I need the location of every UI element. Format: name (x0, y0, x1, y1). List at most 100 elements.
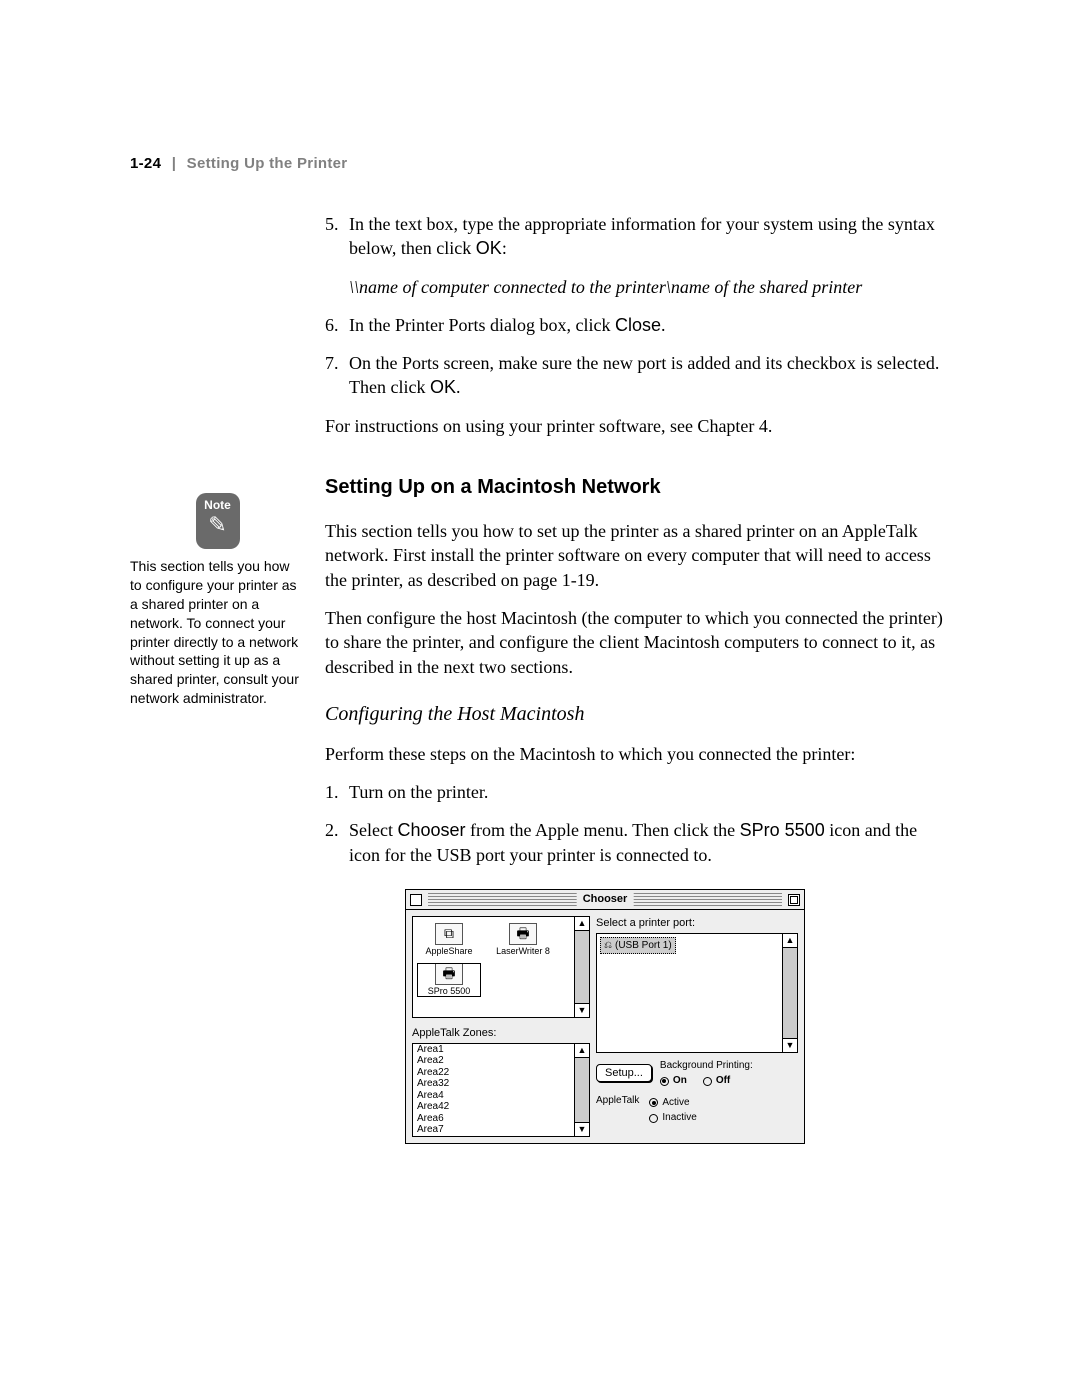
zones-scrollbar[interactable]: ▲ ▼ (574, 1044, 589, 1136)
close-icon[interactable] (410, 894, 422, 906)
chooser-titlebar[interactable]: Chooser (406, 890, 804, 910)
zone-item[interactable]: Area6 (415, 1113, 574, 1125)
device-label: AppleShare (425, 947, 472, 957)
steps-list-b: 1. Turn on the printer. 2. Select Choose… (325, 780, 950, 867)
scroll-down-icon[interactable]: ▼ (575, 1003, 589, 1017)
zone-item[interactable]: Area1 (415, 1044, 574, 1056)
step-body: Select Chooser from the Apple menu. Then… (349, 818, 950, 867)
radio-off[interactable] (703, 1077, 712, 1086)
device-label: LaserWriter 8 (496, 947, 550, 957)
port-label: Select a printer port: (596, 916, 798, 931)
titlebar-stripes (611, 893, 782, 907)
section-heading: Setting Up on a Macintosh Network (325, 474, 950, 501)
bg-printing-group: Background Printing: On Off (660, 1059, 753, 1088)
note-badge-label: Note (204, 498, 231, 512)
bg-off-label: Off (716, 1074, 730, 1088)
setup-row: Setup... Background Printing: On Off (596, 1059, 798, 1088)
active-label: Active (662, 1096, 689, 1110)
zones-label: AppleTalk Zones: (412, 1026, 590, 1041)
chapter-title: Setting Up the Printer (187, 155, 348, 172)
inactive-label: Inactive (662, 1111, 696, 1125)
usb-icon: ⎌ (604, 939, 612, 953)
para-after-steps: For instructions on using your printer s… (325, 414, 950, 438)
step-body: In the Printer Ports dialog box, click C… (349, 313, 950, 337)
step-body: On the Ports screen, make sure the new p… (349, 351, 950, 400)
step-body: Turn on the printer. (349, 780, 950, 804)
step-b2: 2. Select Chooser from the Apple menu. T… (325, 818, 950, 867)
zone-item[interactable]: Area42 (415, 1101, 574, 1113)
appleshare-icon: ⧉ (435, 923, 463, 945)
setup-button[interactable]: Setup... (596, 1064, 652, 1082)
step-number: 7. (325, 351, 349, 400)
step-7: 7. On the Ports screen, make sure the ne… (325, 351, 950, 400)
appletalk-row: AppleTalk Active Inactive (596, 1094, 798, 1125)
zone-item[interactable]: Area2 (415, 1055, 574, 1067)
scroll-track[interactable] (575, 1058, 589, 1122)
titlebar-stripes (428, 893, 599, 907)
scroll-track[interactable] (575, 931, 589, 1003)
zones-list[interactable]: Area1Area2Area22Area32Area4Area42Area6Ar… (415, 1044, 574, 1136)
scroll-up-icon[interactable]: ▲ (783, 934, 797, 948)
scroll-down-icon[interactable]: ▼ (783, 1038, 797, 1052)
chooser-window: Chooser ⧉ AppleShare 🖶 LaserWriter 8 (405, 889, 805, 1144)
scroll-track[interactable] (783, 948, 797, 1038)
page-header: 1-24 | Setting Up the Printer (130, 155, 347, 172)
syntax-line: \\name of computer connected to the prin… (349, 275, 950, 299)
scroll-down-icon[interactable]: ▼ (575, 1122, 589, 1136)
step-b1: 1. Turn on the printer. (325, 780, 950, 804)
laserwriter-icon: 🖶 (509, 923, 537, 945)
radio-on[interactable] (660, 1077, 669, 1086)
step-6: 6. In the Printer Ports dialog box, clic… (325, 313, 950, 337)
chooser-left-column: ⧉ AppleShare 🖶 LaserWriter 8 🖶 SPro 5500 (412, 916, 590, 1137)
spro-icon: 🖶 (435, 963, 463, 985)
subsection-para: Perform these steps on the Macintosh to … (325, 742, 950, 766)
bg-printing-label: Background Printing: (660, 1059, 753, 1073)
note-badge: Note ✎ (196, 493, 240, 549)
chooser-body: ⧉ AppleShare 🖶 LaserWriter 8 🖶 SPro 5500 (406, 910, 804, 1143)
appletalk-label: AppleTalk (596, 1094, 639, 1108)
scroll-up-icon[interactable]: ▲ (575, 917, 589, 931)
port-name: (USB Port 1) (615, 939, 672, 953)
device-laserwriter[interactable]: 🖶 LaserWriter 8 (491, 923, 555, 957)
zone-item[interactable]: Area4 (415, 1090, 574, 1102)
steps-list-a: 5. In the text box, type the appropriate… (325, 212, 950, 261)
port-item[interactable]: ⎌ (USB Port 1) (600, 937, 676, 955)
zone-item[interactable]: Area32 (415, 1078, 574, 1090)
step-number: 6. (325, 313, 349, 337)
pencil-icon: ✎ (208, 514, 226, 536)
device-icon-pane: ⧉ AppleShare 🖶 LaserWriter 8 🖶 SPro 5500 (412, 916, 590, 1018)
radio-inactive[interactable] (649, 1114, 658, 1123)
step-5: 5. In the text box, type the appropriate… (325, 212, 950, 261)
port-pane: ⎌ (USB Port 1) ▲ ▼ (596, 933, 798, 1053)
bg-printing-radios: On Off (660, 1074, 753, 1088)
device-appleshare[interactable]: ⧉ AppleShare (417, 923, 481, 957)
appletalk-radios: Active Inactive (649, 1094, 696, 1125)
section-para-1: This section tells you how to set up the… (325, 519, 950, 592)
step-number: 1. (325, 780, 349, 804)
note-text: This section tells you how to configure … (130, 557, 305, 708)
subsection-heading: Configuring the Host Macintosh (325, 701, 950, 728)
bg-on-label: On (673, 1074, 687, 1088)
zoom-icon[interactable] (788, 894, 800, 906)
page-number: 1-24 (130, 155, 161, 172)
device-label: SPro 5500 (428, 987, 471, 997)
steps-list-a-cont: 6. In the Printer Ports dialog box, clic… (325, 313, 950, 400)
main-content: 5. In the text box, type the appropriate… (325, 212, 950, 1144)
header-separator: | (172, 155, 177, 172)
zone-item[interactable]: Area7 (415, 1124, 574, 1136)
chooser-right-column: Select a printer port: ⎌ (USB Port 1) ▲ … (596, 916, 798, 1137)
port-scrollbar[interactable]: ▲ ▼ (782, 934, 797, 1052)
step-number: 2. (325, 818, 349, 867)
icon-scrollbar[interactable]: ▲ ▼ (574, 917, 589, 1017)
zone-item[interactable]: Area22 (415, 1067, 574, 1079)
page: 1-24 | Setting Up the Printer Note ✎ Thi… (0, 0, 1080, 1397)
step-body: In the text box, type the appropriate in… (349, 212, 950, 261)
radio-active[interactable] (649, 1098, 658, 1107)
note-sidebar: Note ✎ This section tells you how to con… (130, 493, 305, 708)
chooser-title: Chooser (577, 892, 634, 907)
zones-pane: Area1Area2Area22Area32Area4Area42Area6Ar… (412, 1043, 590, 1137)
device-spro5500[interactable]: 🖶 SPro 5500 (417, 963, 481, 997)
scroll-up-icon[interactable]: ▲ (575, 1044, 589, 1058)
section-para-2: Then configure the host Macintosh (the c… (325, 606, 950, 679)
step-number: 5. (325, 212, 349, 261)
